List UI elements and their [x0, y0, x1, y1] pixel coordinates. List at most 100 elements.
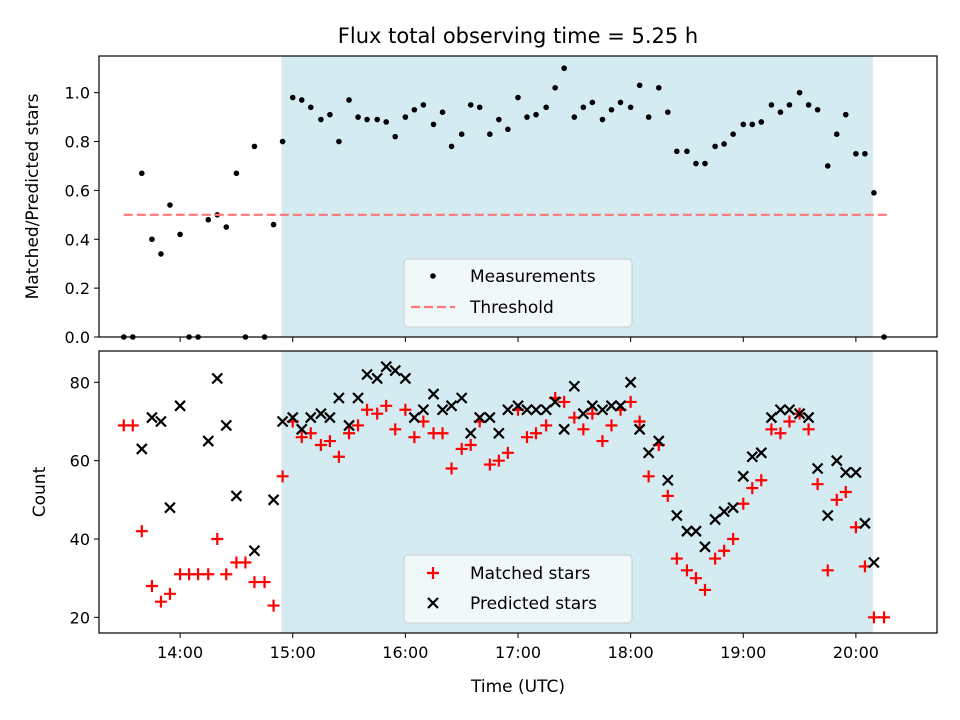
measurement-point — [177, 231, 183, 238]
predicted-star-point — [276, 415, 289, 428]
matched-star-point — [530, 427, 543, 440]
predicted-star-point — [727, 501, 739, 514]
predicted-star-point — [343, 419, 355, 432]
measurement-point — [307, 104, 314, 111]
predicted-star-point — [408, 411, 421, 424]
predicted-star-point — [633, 423, 646, 436]
measurement-point — [336, 138, 342, 145]
matched-star-point — [746, 482, 759, 495]
predicted-star-point — [211, 372, 224, 385]
predicted-star-point — [586, 400, 599, 412]
matched-star-point — [202, 568, 215, 581]
measurement-point — [430, 121, 437, 128]
predicted-star-point — [502, 403, 514, 416]
measurement-point — [702, 160, 708, 167]
predicted-star-point — [484, 411, 496, 424]
predicted-star-point — [371, 372, 383, 385]
predicted-star-point — [624, 376, 637, 389]
legend-label-predicted: Predicted stars — [470, 594, 597, 614]
measurement-point — [833, 131, 840, 137]
predicted-star-point — [671, 509, 683, 522]
legend-label-threshold: Threshold — [469, 298, 554, 318]
y-tick-label: 0.0 — [65, 328, 90, 347]
predicted-star-point — [765, 411, 778, 424]
predicted-star-point — [642, 447, 655, 459]
matched-star-point — [698, 583, 711, 596]
matched-star-point — [192, 568, 205, 581]
predicted-star-point — [146, 411, 158, 424]
measurement-point — [561, 65, 567, 72]
matched-star-point — [389, 423, 402, 436]
measurement-point — [279, 138, 286, 145]
measurement-point — [589, 99, 596, 106]
predicted-star-point — [445, 400, 458, 412]
predicted-star-point — [859, 517, 871, 530]
predicted-star-point — [755, 447, 768, 459]
matched-star-point — [878, 611, 891, 624]
measurement-point — [205, 216, 212, 223]
y-tick-label: 0.8 — [65, 133, 90, 152]
measurement-point — [768, 102, 775, 108]
matched-star-point — [343, 427, 356, 440]
x-tick-label: 14:00 — [157, 643, 203, 662]
matched-star-point — [633, 415, 646, 428]
measurement-point — [448, 143, 455, 150]
matched-star-point — [154, 595, 167, 608]
measurement-point — [853, 150, 859, 157]
x-axis: 14:00 15:00 16:00 17:00 18:00 19:00 20:00 — [157, 633, 879, 662]
matched-star-point — [371, 407, 384, 420]
measurement-point — [543, 104, 549, 111]
predicted-star-point — [662, 474, 674, 487]
measurement-point — [149, 236, 155, 243]
predicted-star-point — [380, 360, 392, 373]
matched-star-point — [267, 599, 280, 612]
predicted-star-point — [473, 411, 486, 424]
y-tick-label: 40 — [70, 530, 90, 549]
matched-star-point — [586, 407, 599, 420]
measurement-point — [505, 126, 511, 133]
y-tick-label: 1.0 — [65, 84, 90, 103]
measurement-point — [740, 121, 747, 128]
matched-star-point — [464, 439, 477, 451]
x-tick-label: 17:00 — [495, 643, 541, 662]
matched-star-point — [765, 423, 778, 436]
predicted-star-point — [681, 525, 693, 537]
measurement-point — [402, 114, 409, 120]
matched-star-point — [276, 470, 289, 483]
y-tick-label: 0.6 — [65, 181, 90, 200]
predicted-star-point — [868, 556, 880, 569]
measurement-point — [862, 150, 868, 157]
y-axis: 20 40 60 80 — [70, 373, 99, 627]
legend-marker-matched — [427, 567, 439, 579]
x-axis — [179, 337, 857, 342]
measurement-point — [552, 84, 558, 91]
predicted-star-point — [605, 400, 618, 412]
predicted-star-point — [295, 423, 308, 436]
measurement-point — [814, 106, 821, 113]
predicted-stars-points — [136, 360, 880, 569]
measurement-point — [487, 131, 493, 137]
measurement-point — [420, 102, 427, 108]
measurement-point — [467, 102, 474, 108]
predicted-star-point — [521, 403, 533, 416]
matched-star-point — [211, 533, 224, 545]
matched-star-point — [577, 423, 590, 436]
measurement-point — [608, 106, 615, 113]
matched-star-point — [126, 419, 139, 432]
measurement-point — [298, 97, 305, 103]
predicted-star-point — [315, 407, 327, 420]
measurement-point — [665, 109, 671, 115]
x-tick-label: 20:00 — [833, 643, 879, 662]
predicted-star-point — [774, 403, 787, 416]
measurement-point — [346, 97, 352, 103]
matched-star-point — [220, 568, 233, 581]
legend-marker-predicted — [427, 597, 439, 609]
chart-title: Flux total observing time = 5.25 h — [338, 24, 698, 48]
matched-star-point — [323, 435, 336, 448]
measurement-point — [233, 170, 240, 177]
predicted-star-point — [811, 462, 824, 475]
matched-star-point — [314, 439, 327, 451]
predicted-star-point — [802, 411, 815, 424]
matched-star-point — [783, 415, 796, 428]
